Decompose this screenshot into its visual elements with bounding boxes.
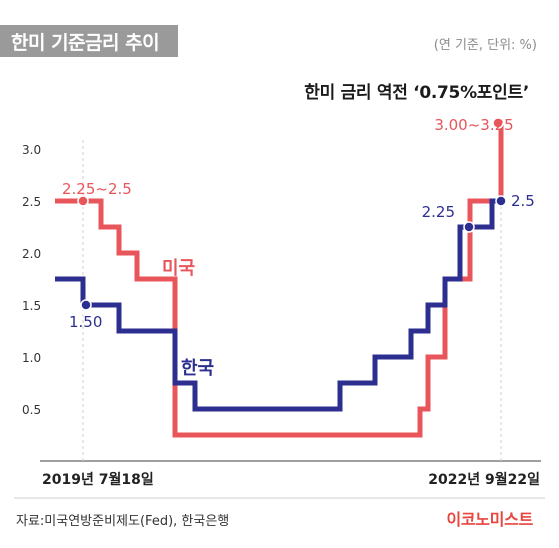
y-tick-label: 2.0 bbox=[22, 247, 41, 261]
y-tick-label: 2.5 bbox=[22, 195, 41, 209]
annotation-point bbox=[80, 299, 92, 311]
x-label-end: 2022년 9월22일 bbox=[428, 471, 540, 488]
korea-series-label: 한국 bbox=[181, 358, 214, 379]
y-tick-label: 3.0 bbox=[22, 143, 41, 157]
annotation-label: 3.00~3.25 bbox=[434, 116, 513, 134]
page-title: 한미 기준금리 추이 bbox=[11, 32, 160, 54]
annotation-point bbox=[495, 195, 507, 207]
annotation-label: 2.5 bbox=[511, 192, 535, 210]
y-tick-label: 1.5 bbox=[22, 299, 41, 313]
chart-subtitle: 한미 금리 역전 ‘0.75%포인트’ bbox=[304, 83, 529, 103]
us-rate-series-line bbox=[55, 123, 504, 438]
annotation-label: 1.50 bbox=[69, 313, 102, 331]
unit-note: (연 기준, 단위: %) bbox=[433, 38, 537, 53]
annotation-point bbox=[77, 195, 89, 207]
source-note: 자료:미국연방준비제도(Fed), 한국은행 bbox=[16, 514, 230, 529]
annotation-point bbox=[492, 117, 504, 129]
annotation-point bbox=[463, 221, 475, 233]
y-tick-label: 1.0 bbox=[22, 351, 41, 365]
korea-rate-series-line bbox=[55, 198, 501, 412]
title-bar: 한미 기준금리 추이 bbox=[0, 25, 178, 57]
x-label-start: 2019년 7월18일 bbox=[42, 471, 154, 488]
annotation-label: 2.25 bbox=[422, 203, 455, 221]
y-tick-label: 0.5 bbox=[22, 403, 41, 417]
brand-logo: 이코노미스트 bbox=[446, 510, 533, 529]
us-series-label: 미국 bbox=[162, 258, 195, 279]
annotation-label: 2.25~2.5 bbox=[62, 180, 132, 198]
